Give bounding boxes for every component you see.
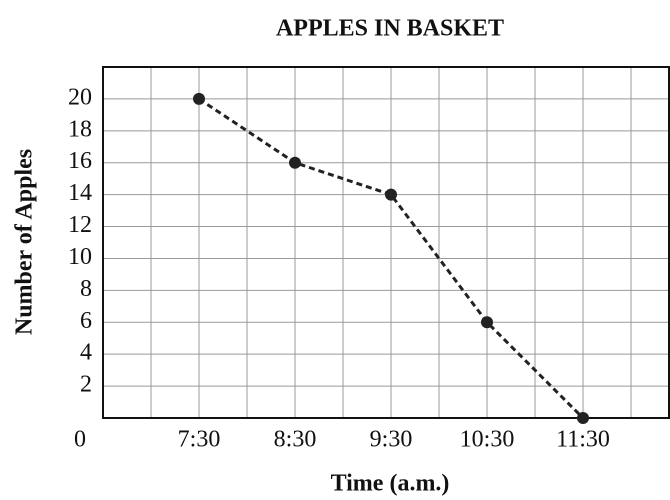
y-tick-label: 20 (68, 84, 92, 110)
y-tick-label: 10 (68, 244, 92, 270)
x-tick-label: 7:30 (178, 427, 221, 453)
y-axis-label: Number of Apples (12, 149, 38, 335)
data-point (577, 412, 589, 424)
x-axis-label: Time (a.m.) (331, 471, 450, 497)
y-tick-label: 8 (80, 276, 92, 302)
data-point (289, 156, 301, 169)
x-tick-label: 8:30 (274, 427, 317, 453)
y-tick-label: 12 (68, 212, 92, 238)
data-point (385, 188, 397, 201)
y-tick-label: 18 (68, 116, 92, 142)
plot-frame (102, 66, 670, 419)
x-tick-label: 10:30 (460, 427, 515, 453)
data-point (193, 92, 205, 105)
chart-title: APPLES IN BASKET (276, 16, 504, 42)
y-tick-label: 2 (80, 372, 92, 398)
x-tick-label: 11:30 (556, 427, 610, 453)
y-tick-label: 14 (68, 180, 92, 206)
y-tick-label: 16 (68, 148, 92, 174)
x-tick-label: 9:30 (370, 427, 413, 453)
data-point (481, 316, 493, 329)
data-line (198, 97, 585, 420)
y-tick-label: 0 (74, 427, 86, 453)
y-tick-label: 6 (80, 308, 92, 334)
y-tick-label: 4 (80, 340, 92, 366)
